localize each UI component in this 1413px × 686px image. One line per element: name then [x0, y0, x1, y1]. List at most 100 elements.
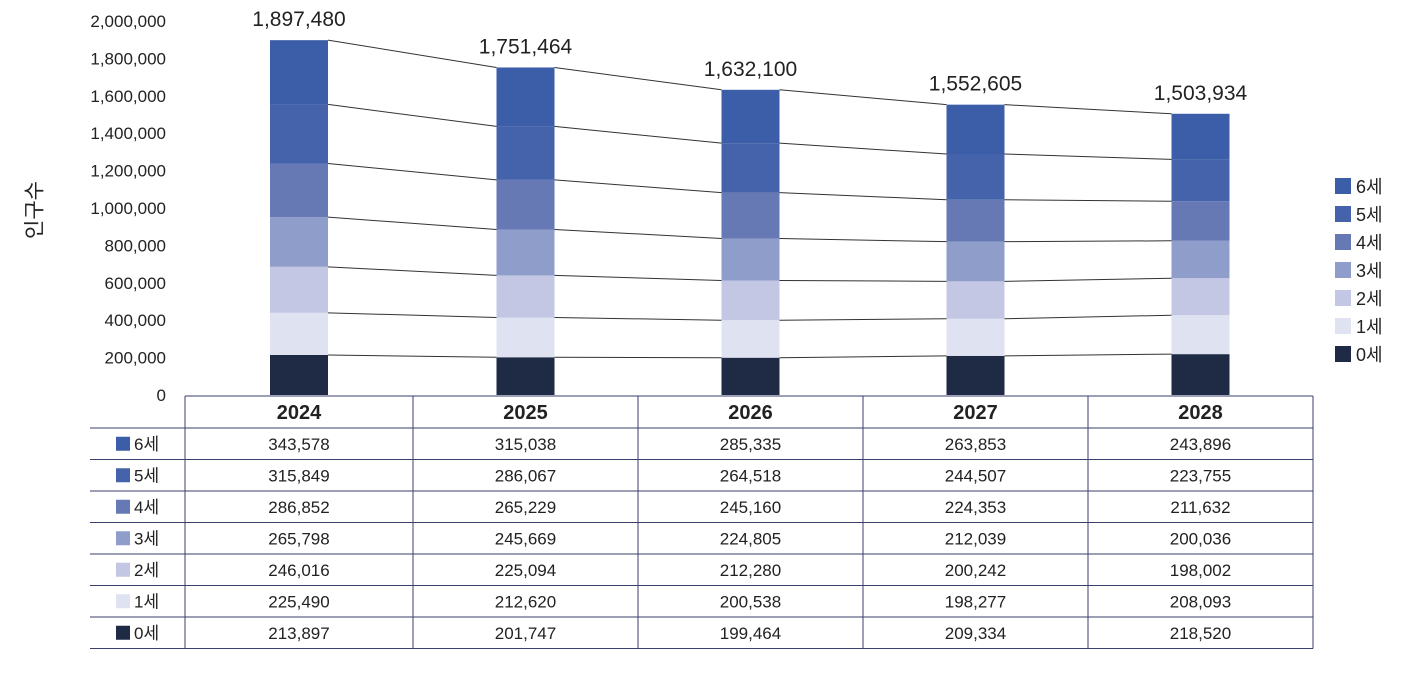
legend-swatch — [1335, 262, 1351, 278]
table-row-label: 0세 — [134, 624, 159, 643]
table-row-label: 5세 — [134, 466, 159, 485]
bar-segment — [721, 89, 780, 144]
connector-line — [327, 162, 497, 181]
table-cell: 224,353 — [945, 498, 1006, 517]
y-axis: 0 200,000 400,000 600,000 800,000 1,000,000 1,… — [90, 12, 166, 405]
table-cell: 265,229 — [495, 498, 556, 517]
bars — [270, 40, 1230, 395]
bar-segment — [496, 317, 555, 358]
table-row-swatch — [116, 499, 130, 514]
table-row-swatch — [116, 594, 130, 609]
y-tick-label: 400,000 — [105, 311, 166, 330]
connector-line — [327, 103, 497, 127]
legend-label: 0세 — [1356, 345, 1383, 365]
connector-line — [554, 125, 722, 144]
bar-segment — [270, 217, 328, 267]
table-cell: 343,578 — [268, 435, 329, 454]
connector-line — [1004, 153, 1172, 160]
connector-line — [327, 354, 497, 358]
table-cell: 243,896 — [1170, 435, 1231, 454]
bar-segment — [270, 163, 328, 218]
bar-segment — [721, 238, 780, 281]
table-cell: 201,747 — [495, 624, 556, 643]
connector-line — [779, 280, 947, 282]
connector-line — [327, 312, 497, 319]
legend-label: 2세 — [1356, 289, 1383, 309]
legend-swatch — [1335, 318, 1351, 334]
table-row-label: 6세 — [134, 435, 159, 454]
y-tick-label: 1,600,000 — [90, 87, 166, 106]
connector-line — [1004, 199, 1172, 202]
table-row-swatch — [116, 436, 130, 451]
table-row-swatch — [116, 562, 130, 577]
y-tick-label: 1,400,000 — [90, 124, 166, 143]
legend-swatch — [1335, 178, 1351, 194]
bar-segment — [946, 318, 1005, 356]
connector-line — [779, 142, 947, 155]
connector-line — [779, 318, 947, 321]
legend-label: 3세 — [1356, 261, 1383, 281]
bar-segment — [496, 126, 555, 180]
series-connector-lines — [327, 39, 1172, 359]
table-cell: 225,490 — [268, 592, 329, 611]
bar-segment — [496, 179, 555, 230]
table-cell: 224,805 — [720, 529, 781, 548]
bar-segment — [270, 266, 328, 313]
legend-label: 4세 — [1356, 233, 1383, 253]
y-tick-label: 600,000 — [105, 274, 166, 293]
total-labels: 1,897,480 1,751,464 1,632,100 1,552,605 1,50… — [252, 8, 1247, 105]
table-cell: 264,518 — [720, 466, 781, 485]
legend-label: 6세 — [1356, 177, 1383, 197]
legend-swatch — [1335, 346, 1351, 362]
bar-segment — [270, 40, 328, 105]
y-tick-label: 0 — [157, 386, 166, 405]
table-row-label: 3세 — [134, 529, 159, 548]
bar-segment — [721, 280, 780, 321]
y-tick-label: 200,000 — [105, 349, 166, 368]
bar-segment — [946, 241, 1005, 282]
bar-segment — [496, 229, 555, 276]
table-cell: 200,538 — [720, 592, 781, 611]
connector-line — [1004, 240, 1172, 243]
bar-segment — [496, 275, 555, 318]
legend-swatch — [1335, 234, 1351, 250]
table-cell: 212,039 — [945, 529, 1006, 548]
connector-line — [779, 192, 947, 201]
table-cell: 263,853 — [945, 435, 1006, 454]
table-cell: 245,160 — [720, 498, 781, 517]
table-cell: 244,507 — [945, 466, 1006, 485]
bar-segment — [946, 154, 1005, 200]
legend-swatch — [1335, 206, 1351, 222]
legend-swatch — [1335, 290, 1351, 306]
table-row-swatch — [116, 468, 130, 483]
connector-line — [1004, 104, 1172, 115]
bar-total-label: 1,552,605 — [929, 73, 1022, 96]
table-cell: 218,520 — [1170, 624, 1231, 643]
bar-segment — [1171, 159, 1230, 202]
table-cell: 213,897 — [268, 624, 329, 643]
y-axis-label: 인구수 — [24, 181, 47, 239]
bar-segment — [1171, 354, 1230, 395]
bar-segment — [496, 357, 555, 395]
table-row-label: 1세 — [134, 592, 159, 611]
table-cell: 223,755 — [1170, 466, 1231, 485]
connector-line — [327, 216, 497, 230]
bar-segment — [270, 312, 328, 356]
bar-segment — [721, 143, 780, 193]
bar-segment — [721, 192, 780, 239]
table-row-swatch — [116, 531, 130, 546]
table-row-swatch — [116, 625, 130, 640]
table-row-label: 4세 — [134, 498, 159, 517]
table-cell: 225,094 — [495, 561, 556, 580]
bar-segment — [496, 67, 555, 127]
table-header-year: 2025 — [503, 402, 548, 424]
connector-line — [327, 39, 497, 68]
bar-segment — [721, 320, 780, 358]
table-cell: 245,669 — [495, 529, 556, 548]
legend-label: 5세 — [1356, 205, 1383, 225]
table-header-year: 2028 — [1178, 402, 1223, 424]
table-cell: 315,038 — [495, 435, 556, 454]
table-cell: 246,016 — [268, 561, 329, 580]
connector-line — [1004, 353, 1172, 357]
